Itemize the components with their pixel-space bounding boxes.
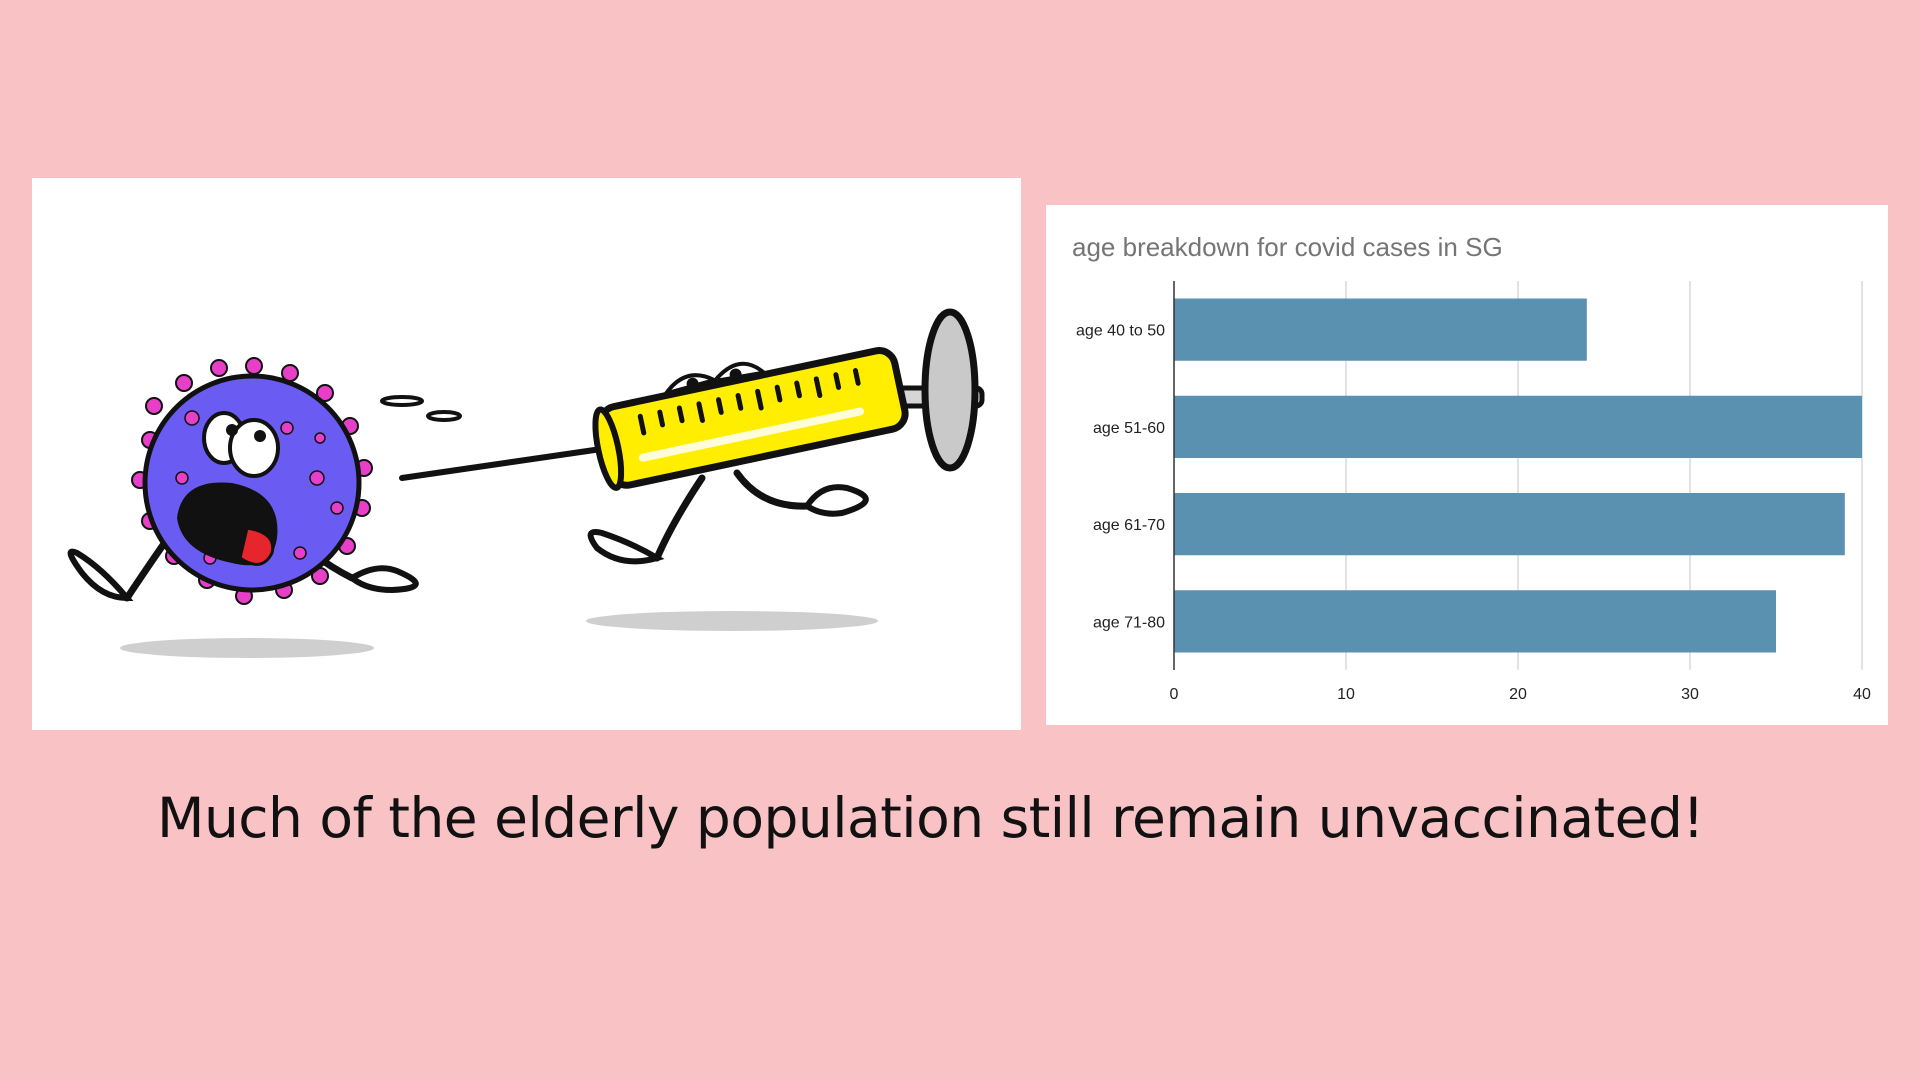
category-label: age 71-80 [1093, 614, 1165, 631]
chart-title: age breakdown for covid cases in SG [1072, 232, 1503, 262]
virus-vs-vaccine-illustration [67, 308, 985, 658]
bar [1174, 395, 1862, 458]
category-label: age 61-70 [1093, 517, 1165, 534]
syringe-shadow [586, 611, 878, 631]
tick-labels: 0 10 20 30 40 [1170, 686, 1871, 703]
x-tick-label: 40 [1853, 686, 1871, 703]
syringe-character [399, 308, 985, 565]
virus-shadow [120, 638, 374, 658]
bar [1174, 298, 1587, 361]
bar [1174, 493, 1845, 556]
x-tick-label: 20 [1509, 686, 1527, 703]
virus-character [67, 357, 462, 605]
bars [1174, 298, 1862, 653]
bar-chart: age breakdown for covid cases in SG age … [1072, 232, 1871, 703]
category-label: age 40 to 50 [1076, 323, 1165, 340]
x-tick-label: 30 [1681, 686, 1699, 703]
chart-panel: age breakdown for covid cases in SG age … [1046, 205, 1888, 725]
category-label: age 51-60 [1093, 420, 1165, 437]
category-labels: age 40 to 50 age 51-60 age 61-70 age 71-80 [1076, 323, 1165, 632]
x-tick-label: 10 [1337, 686, 1355, 703]
illustration-panel [32, 178, 1021, 730]
slide-caption: Much of the elderly population still rem… [157, 786, 1704, 850]
bar [1174, 590, 1776, 653]
x-tick-label: 0 [1170, 686, 1179, 703]
